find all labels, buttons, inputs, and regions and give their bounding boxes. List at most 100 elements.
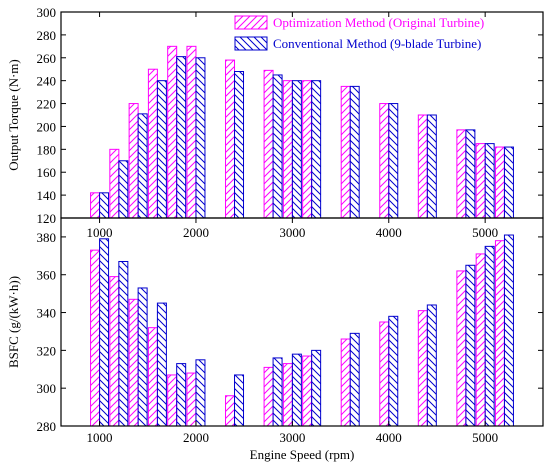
bsfc-y-tick-label: 360 <box>37 268 57 283</box>
bsfc-panel: 280 300 320 340 360 380 1000 1000 2000 2000 3000 3… <box>6 12 544 462</box>
torque-y-tick-label: 140 <box>37 188 57 203</box>
torque-bar-optimization <box>263 69 274 219</box>
bsfc-bar-conventional <box>234 374 245 427</box>
torque-bar-optimization <box>340 85 351 219</box>
torque-bar-optimization <box>186 45 197 219</box>
torque-bar-optimization <box>147 68 158 219</box>
legend-swatch-conventional <box>234 36 268 51</box>
legend-swatch-optimization <box>234 15 268 30</box>
bsfc-bar-optimization <box>109 276 120 427</box>
torque-bars <box>90 45 514 219</box>
torque-bar-optimization <box>90 192 101 219</box>
bsfc-bar-conventional <box>99 238 110 427</box>
bsfc-bar-optimization <box>282 363 293 427</box>
torque-bar-conventional <box>388 103 399 219</box>
legend-label-conventional: Conventional Method (9-blade Turbine) <box>273 36 481 51</box>
bsfc-bar-optimization <box>417 310 428 427</box>
legend-label-optimization: Optimization Method (Original Turbine) <box>273 15 484 30</box>
torque-bar-conventional <box>311 80 322 219</box>
torque-bar-conventional <box>118 160 129 219</box>
x-tick-label: 3000 <box>279 430 305 445</box>
torque-bar-conventional <box>426 114 437 219</box>
bsfc-bar-optimization <box>128 298 139 427</box>
bsfc-bar-conventional <box>426 304 437 427</box>
torque-bar-optimization <box>282 80 293 219</box>
torque-y-tick-label: 240 <box>37 74 57 89</box>
x-tick-label-mid: 3000 <box>279 225 305 240</box>
x-tick-label-mid: 2000 <box>183 225 209 240</box>
bsfc-y-tick-label: 320 <box>37 343 57 358</box>
x-axis-ticks: 1000 1000 2000 2000 3000 3000 4000 4000 5000 5000 <box>87 12 498 445</box>
bsfc-bar-conventional <box>291 353 302 427</box>
torque-bar-optimization <box>494 146 505 219</box>
torque-bar-optimization <box>167 45 178 219</box>
torque-y-axis-ticks: 120 140 160 180 200 220 240 260 280 300 <box>37 5 543 226</box>
torque-bar-optimization <box>417 114 428 219</box>
torque-bar-conventional <box>484 143 495 219</box>
bsfc-bar-optimization <box>225 395 236 427</box>
bsfc-bar-optimization <box>167 374 178 427</box>
bsfc-y-axis-ticks: 280 300 320 340 360 380 <box>37 230 543 434</box>
x-tick-label: 5000 <box>472 430 498 445</box>
bsfc-bar-conventional <box>311 349 322 427</box>
torque-y-tick-label: 300 <box>37 5 57 20</box>
bsfc-bar-conventional <box>484 245 495 427</box>
bsfc-bar-conventional <box>503 234 514 427</box>
torque-bar-conventional <box>195 57 206 219</box>
bsfc-bar-optimization <box>456 270 467 427</box>
torque-bar-conventional <box>272 74 283 219</box>
torque-bar-optimization <box>109 148 120 219</box>
torque-y-tick-label: 160 <box>37 165 57 180</box>
bsfc-bar-conventional <box>118 260 129 427</box>
bsfc-y-axis-label: BSFC (g/(kW·h)) <box>6 276 21 368</box>
bsfc-bar-optimization <box>147 327 158 427</box>
torque-y-tick-label: 280 <box>37 28 57 43</box>
torque-bar-optimization <box>456 129 467 219</box>
bsfc-bar-optimization <box>494 240 505 427</box>
torque-bar-conventional <box>137 113 148 219</box>
bsfc-y-tick-label: 340 <box>37 306 57 321</box>
bsfc-y-tick-label: 300 <box>37 381 57 396</box>
bsfc-bar-optimization <box>379 321 390 427</box>
bsfc-bar-conventional <box>465 264 476 427</box>
bsfc-bar-conventional <box>176 363 187 427</box>
bsfc-bar-conventional <box>137 287 148 427</box>
torque-bar-optimization <box>475 143 486 219</box>
torque-y-tick-label: 120 <box>37 211 57 226</box>
bsfc-bar-optimization <box>302 355 313 427</box>
bsfc-bar-conventional <box>349 332 360 427</box>
x-tick-label-mid: 4000 <box>376 225 402 240</box>
torque-y-tick-label: 200 <box>37 119 57 134</box>
bsfc-bar-optimization <box>263 366 274 427</box>
torque-bar-optimization <box>379 103 390 219</box>
x-tick-label: 2000 <box>183 430 209 445</box>
torque-bar-conventional <box>465 129 476 219</box>
bsfc-y-tick-label: 280 <box>37 419 57 434</box>
bsfc-bar-conventional <box>388 315 399 427</box>
bsfc-bar-optimization <box>186 372 197 427</box>
x-tick-label-mid: 5000 <box>472 225 498 240</box>
bsfc-bars <box>90 234 514 427</box>
torque-bar-conventional <box>99 192 110 219</box>
x-tick-label-mid: 1000 <box>87 225 113 240</box>
torque-bar-conventional <box>156 80 167 219</box>
bsfc-bar-optimization <box>340 338 351 427</box>
torque-bar-conventional <box>291 80 302 219</box>
torque-y-tick-label: 220 <box>37 97 57 112</box>
x-axis-label: Engine Speed (rpm) <box>250 447 355 462</box>
torque-panel: 120 140 160 180 200 220 240 260 280 300 Output To… <box>6 5 544 226</box>
legend: Optimization Method (Original Turbine) C… <box>234 15 484 51</box>
torque-bar-optimization <box>302 80 313 219</box>
torque-bar-conventional <box>503 146 514 219</box>
bsfc-bar-conventional <box>272 357 283 427</box>
torque-bar-optimization <box>128 103 139 219</box>
bsfc-bar-optimization <box>475 253 486 427</box>
torque-bar-conventional <box>234 71 245 219</box>
torque-bar-conventional <box>176 56 187 219</box>
bsfc-plot-frame <box>60 217 544 427</box>
torque-y-tick-label: 260 <box>37 51 57 66</box>
bsfc-bar-conventional <box>156 302 167 427</box>
torque-bar-optimization <box>225 59 236 219</box>
torque-y-tick-label: 180 <box>37 142 57 157</box>
